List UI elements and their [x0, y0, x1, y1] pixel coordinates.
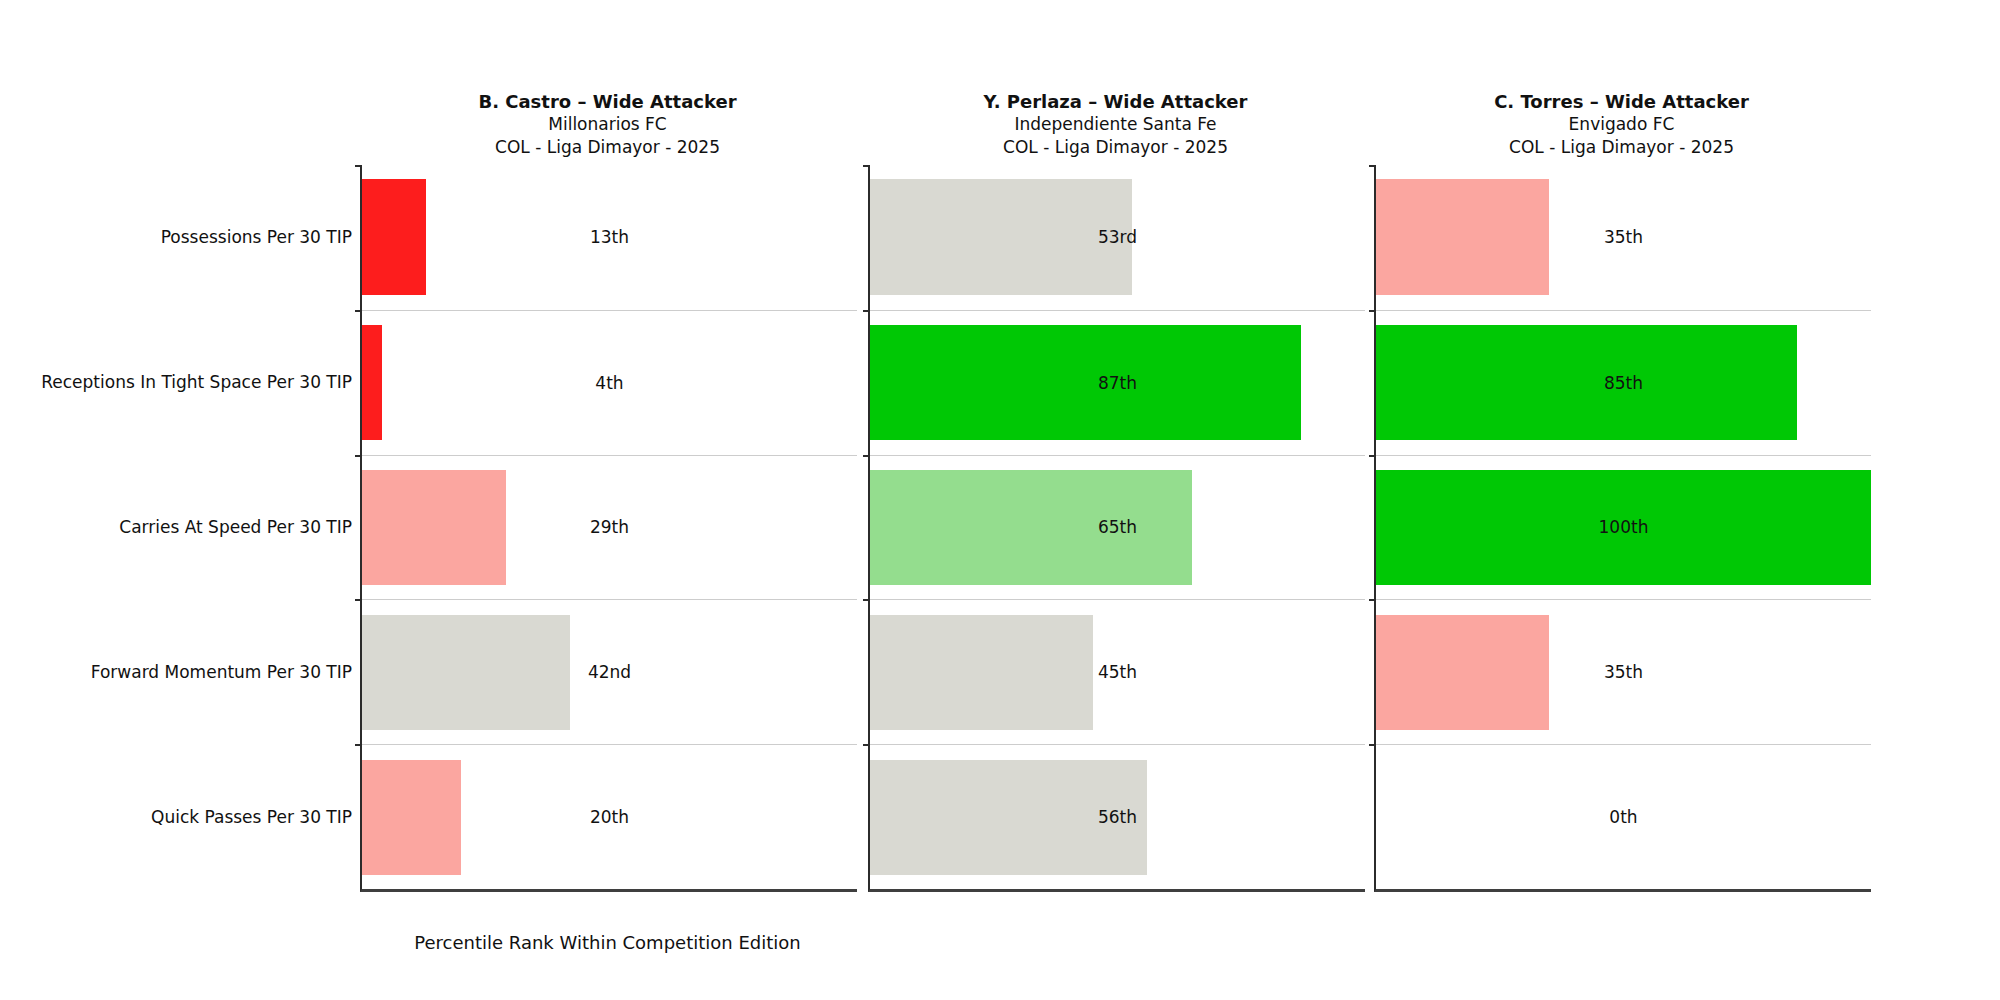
- percentile-bar: [1376, 179, 1549, 295]
- metric-label-row: Possessions Per 30 TIP: [30, 165, 352, 310]
- axis-tick: [1369, 310, 1375, 312]
- axis-tick: [355, 744, 361, 746]
- panel-title: C. Torres – Wide Attacker: [1374, 90, 1869, 113]
- percentile-value-label: 53rd: [1098, 227, 1137, 247]
- percentile-value-label: 35th: [1604, 662, 1643, 682]
- metric-label-row: Forward Momentum Per 30 TIP: [30, 599, 352, 744]
- percentile-bar: [870, 179, 1132, 295]
- axis-tick: [863, 744, 869, 746]
- panel-header: Y. Perlaza – Wide Attacker Independiente…: [868, 90, 1363, 159]
- percentile-value-label: 0th: [1609, 807, 1637, 827]
- bar-row: 53rd: [870, 165, 1365, 310]
- panel-team: Independiente Santa Fe: [868, 113, 1363, 136]
- bar-row: 42nd: [362, 599, 857, 744]
- axis-tick: [1369, 599, 1375, 601]
- axis-tick: [863, 310, 869, 312]
- percentile-value-label: 35th: [1604, 227, 1643, 247]
- percentile-value-label: 56th: [1098, 807, 1137, 827]
- metric-label: Carries At Speed Per 30 TIP: [119, 515, 352, 539]
- bar-row: 56th: [870, 744, 1365, 889]
- metric-label-row: Carries At Speed Per 30 TIP: [30, 455, 352, 600]
- percentile-value-label: 45th: [1098, 662, 1137, 682]
- player-panel-torres: C. Torres – Wide Attacker Envigado FC CO…: [1374, 0, 1869, 1000]
- axis-tick: [863, 599, 869, 601]
- metric-label-row: Receptions In Tight Space Per 30 TIP: [30, 310, 352, 455]
- bar-row: 85th: [1376, 310, 1871, 455]
- panel-title: Y. Perlaza – Wide Attacker: [868, 90, 1363, 113]
- metric-label: Receptions In Tight Space Per 30 TIP: [41, 370, 352, 394]
- panel-competition: COL - Liga Dimayor - 2025: [868, 136, 1363, 159]
- metric-label: Quick Passes Per 30 TIP: [151, 805, 352, 829]
- panel-header: C. Torres – Wide Attacker Envigado FC CO…: [1374, 90, 1869, 159]
- percentile-comparison-chart: Possessions Per 30 TIP Receptions In Tig…: [0, 0, 2000, 1000]
- axis-tick: [1369, 744, 1375, 746]
- axis-tick: [863, 165, 869, 167]
- player-panel-castro: B. Castro – Wide Attacker Millonarios FC…: [360, 0, 855, 1000]
- panel-competition: COL - Liga Dimayor - 2025: [360, 136, 855, 159]
- percentile-bar: [362, 470, 506, 585]
- panel-title: B. Castro – Wide Attacker: [360, 90, 855, 113]
- percentile-bar: [362, 325, 382, 440]
- metric-label: Possessions Per 30 TIP: [161, 225, 352, 249]
- axis-tick: [863, 455, 869, 457]
- panel-header: B. Castro – Wide Attacker Millonarios FC…: [360, 90, 855, 159]
- percentile-bar: [1376, 325, 1797, 440]
- percentile-value-label: 87th: [1098, 373, 1137, 393]
- metric-labels: Possessions Per 30 TIP Receptions In Tig…: [30, 165, 352, 889]
- bar-row: 45th: [870, 599, 1365, 744]
- bar-row: 4th: [362, 310, 857, 455]
- panel-competition: COL - Liga Dimayor - 2025: [1374, 136, 1869, 159]
- plot-area: 53rd 87th 65th 45th 56th: [868, 165, 1365, 892]
- plot-area: 35th 85th 100th 35th 0th: [1374, 165, 1871, 892]
- x-axis-label: Percentile Rank Within Competition Editi…: [360, 932, 855, 953]
- bar-row: 0th: [1376, 744, 1871, 889]
- axis-tick: [355, 455, 361, 457]
- percentile-value-label: 29th: [590, 517, 629, 537]
- percentile-bar: [362, 179, 426, 295]
- panel-team: Millonarios FC: [360, 113, 855, 136]
- bar-row: 29th: [362, 455, 857, 600]
- axis-tick: [1369, 165, 1375, 167]
- plot-area: 13th 4th 29th 42nd 20th: [360, 165, 857, 892]
- percentile-bar: [362, 760, 461, 875]
- bar-row: 100th: [1376, 455, 1871, 600]
- metric-label: Forward Momentum Per 30 TIP: [91, 660, 352, 684]
- bar-row: 65th: [870, 455, 1365, 600]
- percentile-bar: [870, 470, 1192, 585]
- metric-label-row: Quick Passes Per 30 TIP: [30, 744, 352, 889]
- bar-row: 20th: [362, 744, 857, 889]
- bar-row: 35th: [1376, 165, 1871, 310]
- percentile-bar: [1376, 615, 1549, 730]
- axis-tick: [1369, 455, 1375, 457]
- percentile-value-label: 65th: [1098, 517, 1137, 537]
- percentile-value-label: 100th: [1599, 517, 1649, 537]
- percentile-value-label: 4th: [595, 373, 623, 393]
- axis-tick: [355, 310, 361, 312]
- percentile-bar: [362, 615, 570, 730]
- panel-team: Envigado FC: [1374, 113, 1869, 136]
- bar-row: 35th: [1376, 599, 1871, 744]
- percentile-value-label: 42nd: [588, 662, 631, 682]
- percentile-bar: [870, 615, 1093, 730]
- player-panel-perlaza: Y. Perlaza – Wide Attacker Independiente…: [868, 0, 1363, 1000]
- percentile-bar: [870, 325, 1301, 440]
- percentile-value-label: 20th: [590, 807, 629, 827]
- bar-row: 87th: [870, 310, 1365, 455]
- axis-tick: [355, 165, 361, 167]
- percentile-value-label: 13th: [590, 227, 629, 247]
- axis-tick: [355, 599, 361, 601]
- bar-row: 13th: [362, 165, 857, 310]
- percentile-value-label: 85th: [1604, 373, 1643, 393]
